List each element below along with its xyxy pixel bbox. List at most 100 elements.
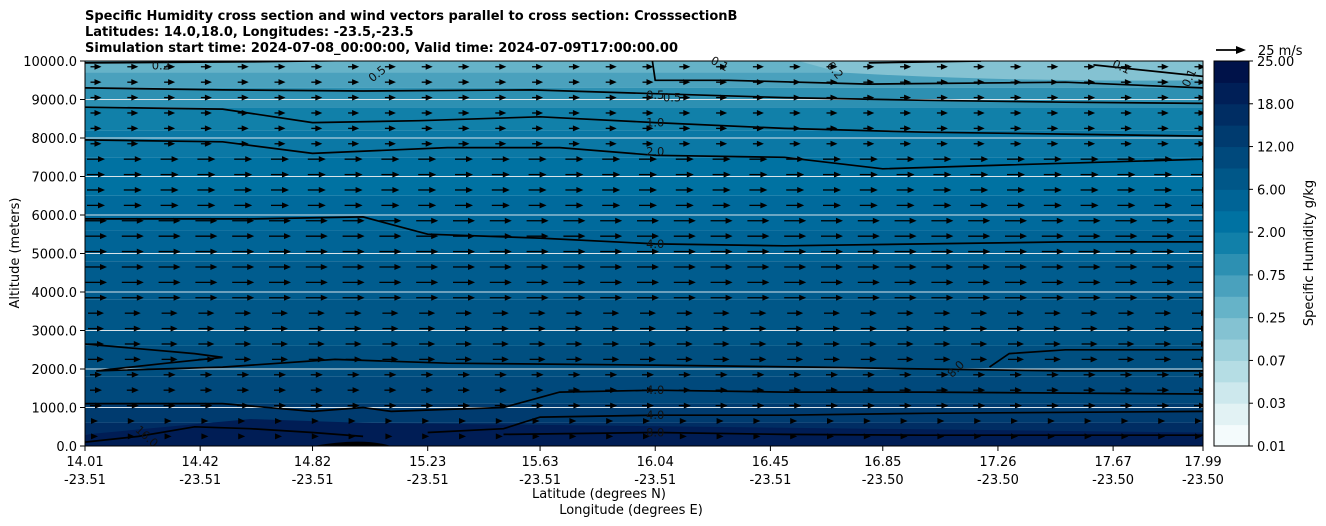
wind-vector (458, 371, 470, 378)
wind-vector (1081, 340, 1098, 347)
wind-vector (127, 94, 139, 101)
wind-vector (1044, 325, 1061, 332)
wind-vector (826, 402, 838, 409)
wind-reference-key: 25 m/s (1216, 44, 1303, 59)
wind-vector (971, 340, 988, 347)
wind-vector (492, 325, 509, 332)
wind-vector (1120, 402, 1133, 409)
wind-vector (90, 94, 102, 101)
wind-vector (712, 202, 731, 209)
wind-vector (164, 109, 176, 116)
wind-vector (85, 279, 107, 286)
wind-vector (568, 402, 581, 409)
wind-vector (1081, 325, 1098, 332)
wind-vector (421, 94, 433, 101)
wind-vector (673, 294, 696, 301)
wind-vector (1078, 248, 1101, 255)
wind-vector (752, 140, 764, 147)
wind-vector (495, 94, 507, 101)
wind-vector (121, 233, 144, 240)
wind-vector (532, 63, 544, 70)
wind-vector (566, 310, 583, 317)
wind-vector (344, 202, 363, 209)
wind-vector (637, 263, 659, 270)
wind-vector (752, 387, 765, 394)
humidity-band (85, 345, 1203, 377)
wind-vector (232, 217, 255, 224)
wind-vector (416, 263, 439, 270)
wind-vector (752, 63, 764, 70)
wind-vector (1117, 156, 1136, 163)
contour-line (503, 431, 1203, 437)
wind-vector (971, 310, 988, 317)
wind-vector (827, 433, 834, 440)
wind-vector (826, 109, 838, 116)
wind-vector (821, 233, 843, 240)
wind-vector (198, 356, 215, 363)
wind-vector (123, 186, 142, 193)
wind-vector (565, 156, 584, 163)
wind-vector (495, 79, 507, 86)
wind-vector (1155, 340, 1172, 347)
wind-vector (453, 279, 475, 286)
wind-vector (931, 233, 954, 240)
wind-vector (489, 233, 512, 240)
wind-vector (786, 156, 805, 163)
wind-vector (419, 325, 436, 332)
x-tick-label-lon: -23.50 (1182, 473, 1224, 488)
wind-vector (269, 248, 291, 255)
wind-vector (1194, 63, 1203, 70)
wind-vector (272, 310, 288, 317)
wind-vector (126, 387, 139, 394)
wind-vector (1115, 279, 1138, 286)
wind-vector (1152, 279, 1175, 286)
wind-vector (566, 340, 583, 347)
wind-vector (1080, 186, 1099, 193)
wind-vector (381, 171, 400, 178)
wind-vectors (85, 63, 1203, 440)
wind-vector (348, 109, 360, 116)
wind-vector (384, 125, 396, 132)
contour-label: 4.0 (646, 237, 664, 251)
wind-vector (1189, 297, 1203, 299)
wind-vector (823, 156, 841, 163)
wind-vector (821, 294, 843, 301)
wind-vector (823, 171, 841, 178)
wind-vector (826, 63, 838, 70)
wind-vector (494, 402, 507, 409)
wind-reference-arrowhead (1236, 46, 1246, 54)
wind-vector (600, 217, 623, 224)
wind-vector (789, 371, 802, 378)
colorbar-tick-label: 18.00 (1257, 98, 1294, 113)
wind-vector (1080, 156, 1099, 163)
colorbar-swatch (1214, 125, 1249, 148)
wind-vector (347, 402, 360, 409)
wind-vector (200, 402, 213, 409)
wind-vector (1194, 79, 1203, 86)
wind-vector (1007, 171, 1025, 178)
wind-vector (311, 63, 323, 70)
wind-vector (455, 202, 473, 209)
y-tick-label: 0.0 (56, 440, 77, 455)
wind-vector (937, 417, 945, 424)
wind-vector (642, 125, 654, 132)
wind-vector (605, 109, 617, 116)
x-tick-label-lat: 14.01 (66, 455, 103, 470)
wind-vector (272, 325, 288, 332)
wind-vector (1121, 433, 1129, 440)
wind-vector (344, 171, 363, 178)
wind-vector (161, 356, 178, 363)
wind-vector (198, 340, 215, 347)
wind-vector (936, 63, 948, 70)
wind-vector (973, 109, 985, 116)
wind-vector (1152, 248, 1175, 255)
wind-vector (495, 140, 507, 147)
wind-vector (1189, 266, 1203, 268)
wind-vector (973, 402, 986, 409)
wind-vector (1118, 310, 1135, 317)
colorbar-tick-label: 6.00 (1257, 183, 1286, 198)
wind-vector (90, 79, 102, 86)
wind-vector (1115, 294, 1138, 301)
wind-vector (379, 263, 402, 270)
